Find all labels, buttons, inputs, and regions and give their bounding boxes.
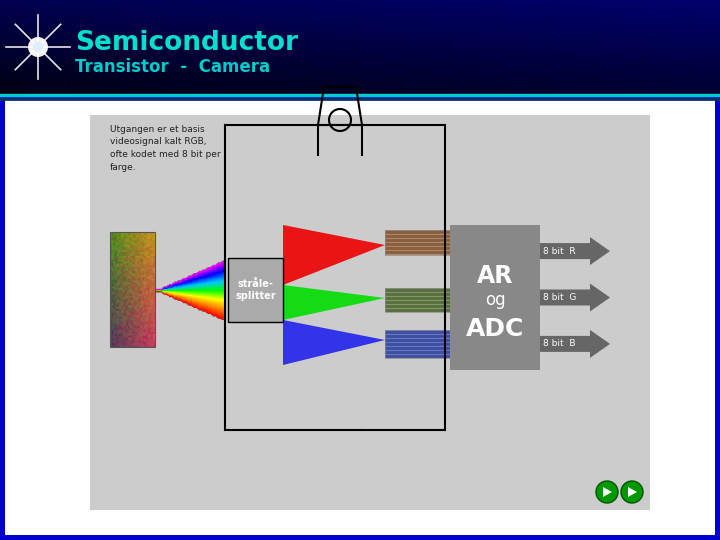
Polygon shape — [540, 237, 610, 265]
Text: AR: AR — [477, 264, 513, 288]
Bar — [385, 288, 450, 312]
Bar — [450, 225, 540, 370]
Polygon shape — [540, 284, 610, 312]
Text: Utgangen er et basis
videosignal kalt RGB,
ofte kodet med 8 bit per
farge.: Utgangen er et basis videosignal kalt RG… — [110, 125, 220, 172]
Bar — [385, 230, 450, 255]
Bar — [90, 115, 650, 510]
Circle shape — [28, 37, 48, 57]
Polygon shape — [283, 320, 385, 365]
Circle shape — [621, 481, 643, 503]
Polygon shape — [283, 225, 385, 285]
Polygon shape — [540, 330, 610, 358]
Text: stråle-
splitter: stråle- splitter — [235, 279, 276, 301]
Bar — [228, 258, 283, 322]
Text: Semiconductor: Semiconductor — [75, 30, 298, 56]
Text: 8 bit  G: 8 bit G — [543, 293, 577, 302]
Text: og: og — [485, 292, 505, 309]
Text: 8 bit  B: 8 bit B — [543, 340, 575, 348]
Bar — [5, 100, 715, 535]
Bar — [385, 330, 450, 358]
Text: 8 bit  R: 8 bit R — [543, 247, 575, 255]
Polygon shape — [283, 285, 385, 320]
Text: ADC: ADC — [466, 318, 524, 341]
Circle shape — [33, 42, 43, 52]
Circle shape — [596, 481, 618, 503]
Polygon shape — [628, 487, 637, 497]
Polygon shape — [603, 487, 612, 497]
Text: Transistor  -  Camera: Transistor - Camera — [75, 58, 270, 76]
Bar — [110, 232, 155, 347]
